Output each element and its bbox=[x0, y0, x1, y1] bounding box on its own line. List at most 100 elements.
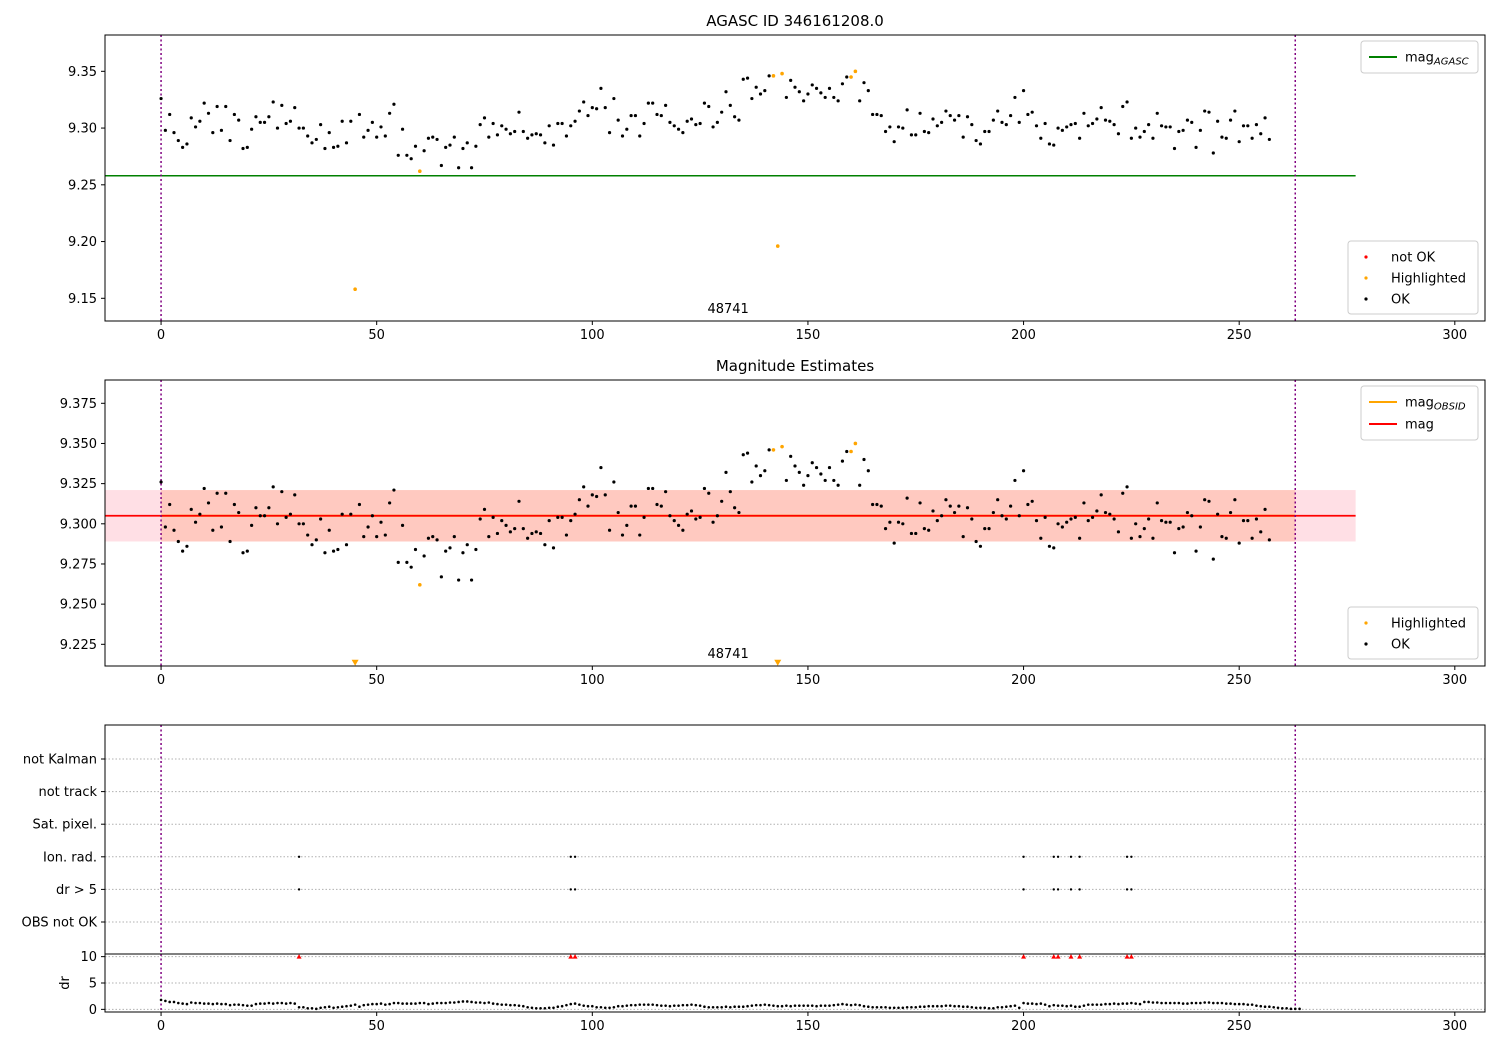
highlighted-point bbox=[853, 441, 858, 446]
ok-point bbox=[185, 544, 189, 548]
ok-point bbox=[638, 134, 642, 138]
ok-point bbox=[668, 120, 672, 124]
ok-point bbox=[607, 131, 612, 135]
ok-point bbox=[487, 135, 491, 139]
ok-point bbox=[1151, 136, 1155, 140]
ok-point bbox=[396, 153, 400, 157]
dr-point bbox=[1224, 1002, 1228, 1005]
dr-point bbox=[901, 1006, 905, 1010]
dr-point bbox=[362, 1003, 366, 1007]
flag-point bbox=[1130, 888, 1133, 891]
dr-point bbox=[690, 1003, 693, 1006]
ok-point bbox=[254, 115, 258, 119]
dr-point bbox=[1078, 1005, 1081, 1009]
ok-point bbox=[245, 549, 249, 553]
dr-point bbox=[448, 1001, 452, 1004]
dr-point bbox=[159, 998, 163, 1002]
dr-point bbox=[1155, 1001, 1159, 1004]
ok-point bbox=[1086, 124, 1090, 128]
y-tick-label: 9.35 bbox=[68, 65, 97, 80]
dr-point bbox=[1233, 1002, 1237, 1006]
x-tick-label: 300 bbox=[1442, 673, 1467, 688]
flag-category-label: Ion. rad. bbox=[43, 850, 97, 865]
ok-point bbox=[1177, 527, 1181, 531]
ok-point bbox=[797, 470, 801, 474]
dr-point bbox=[1052, 1003, 1056, 1007]
ok-point bbox=[482, 116, 487, 120]
ok-point bbox=[267, 115, 271, 119]
dr-point bbox=[815, 1004, 818, 1008]
ok-point bbox=[551, 143, 556, 147]
ok-point bbox=[875, 502, 879, 507]
ok-point bbox=[564, 134, 569, 138]
ok-point bbox=[1224, 536, 1228, 540]
ok-point bbox=[698, 121, 702, 126]
x-tick-label: 50 bbox=[368, 328, 385, 343]
ok-point bbox=[288, 119, 293, 123]
ok-point bbox=[620, 533, 625, 537]
ok-point bbox=[724, 90, 728, 94]
ok-point bbox=[978, 142, 983, 146]
ok-point bbox=[530, 531, 534, 536]
dr-point bbox=[211, 1002, 215, 1006]
ok-point bbox=[702, 101, 707, 105]
ok-point bbox=[1116, 530, 1121, 534]
x-tick-label: 100 bbox=[580, 1019, 605, 1034]
ok-point bbox=[814, 86, 819, 90]
ok-point bbox=[172, 528, 176, 532]
ok-point bbox=[228, 138, 232, 143]
ok-point bbox=[1263, 116, 1267, 120]
ok-point bbox=[668, 514, 672, 518]
ok-point bbox=[1220, 535, 1224, 539]
dr-point bbox=[944, 1004, 948, 1007]
ok-point bbox=[310, 543, 314, 547]
dr-point bbox=[983, 1006, 987, 1010]
ok-point bbox=[469, 166, 474, 170]
dr-clipped-marker bbox=[1055, 954, 1061, 959]
ok-point bbox=[1095, 509, 1099, 513]
ok-point bbox=[1078, 536, 1082, 540]
ok-point bbox=[672, 124, 676, 128]
ok-point bbox=[616, 118, 620, 122]
ok-point bbox=[1021, 469, 1026, 473]
y-tick-label: 9.20 bbox=[68, 235, 97, 250]
dr-point bbox=[707, 1005, 711, 1009]
ok-point bbox=[491, 515, 495, 519]
dr-point bbox=[854, 1003, 857, 1006]
legend-point-swatch bbox=[1364, 642, 1368, 646]
ok-point bbox=[409, 565, 413, 569]
ok-point bbox=[176, 539, 180, 544]
ok-point bbox=[1241, 124, 1246, 128]
ok-point bbox=[1142, 527, 1146, 531]
ok-point bbox=[426, 536, 431, 540]
legend-frame bbox=[1347, 606, 1479, 660]
dr-point bbox=[164, 999, 167, 1003]
flag-category-label: not Kalman bbox=[23, 753, 97, 768]
agasc-magnitude-panel: AGASC ID 346161208.0 0 50 100 150 200 250 300 9… bbox=[68, 12, 1486, 343]
ok-point bbox=[715, 514, 719, 518]
dr-point bbox=[685, 1003, 689, 1007]
dr-point bbox=[237, 1003, 240, 1006]
flag-category-label: not track bbox=[38, 785, 97, 800]
dr-clipped-marker bbox=[1068, 954, 1074, 959]
dr-point bbox=[172, 1000, 176, 1004]
dr-point bbox=[582, 1004, 585, 1007]
dr-point bbox=[599, 1005, 603, 1009]
dr-point bbox=[431, 1002, 435, 1005]
ok-point bbox=[651, 101, 655, 105]
ok-point bbox=[633, 113, 638, 118]
ok-point bbox=[633, 504, 638, 508]
legend-point-swatch bbox=[1364, 276, 1368, 280]
ok-point bbox=[767, 74, 771, 78]
ok-point bbox=[280, 490, 284, 494]
ok-point bbox=[504, 127, 508, 131]
ok-point bbox=[996, 498, 1000, 502]
ok-point bbox=[1103, 510, 1108, 515]
dr-point bbox=[961, 1005, 965, 1009]
ok-point bbox=[293, 106, 297, 110]
dr-point bbox=[849, 1003, 853, 1007]
flag-point bbox=[1130, 855, 1133, 858]
dr-point bbox=[621, 1004, 624, 1008]
ok-point bbox=[733, 506, 737, 510]
ok-point bbox=[426, 136, 431, 140]
